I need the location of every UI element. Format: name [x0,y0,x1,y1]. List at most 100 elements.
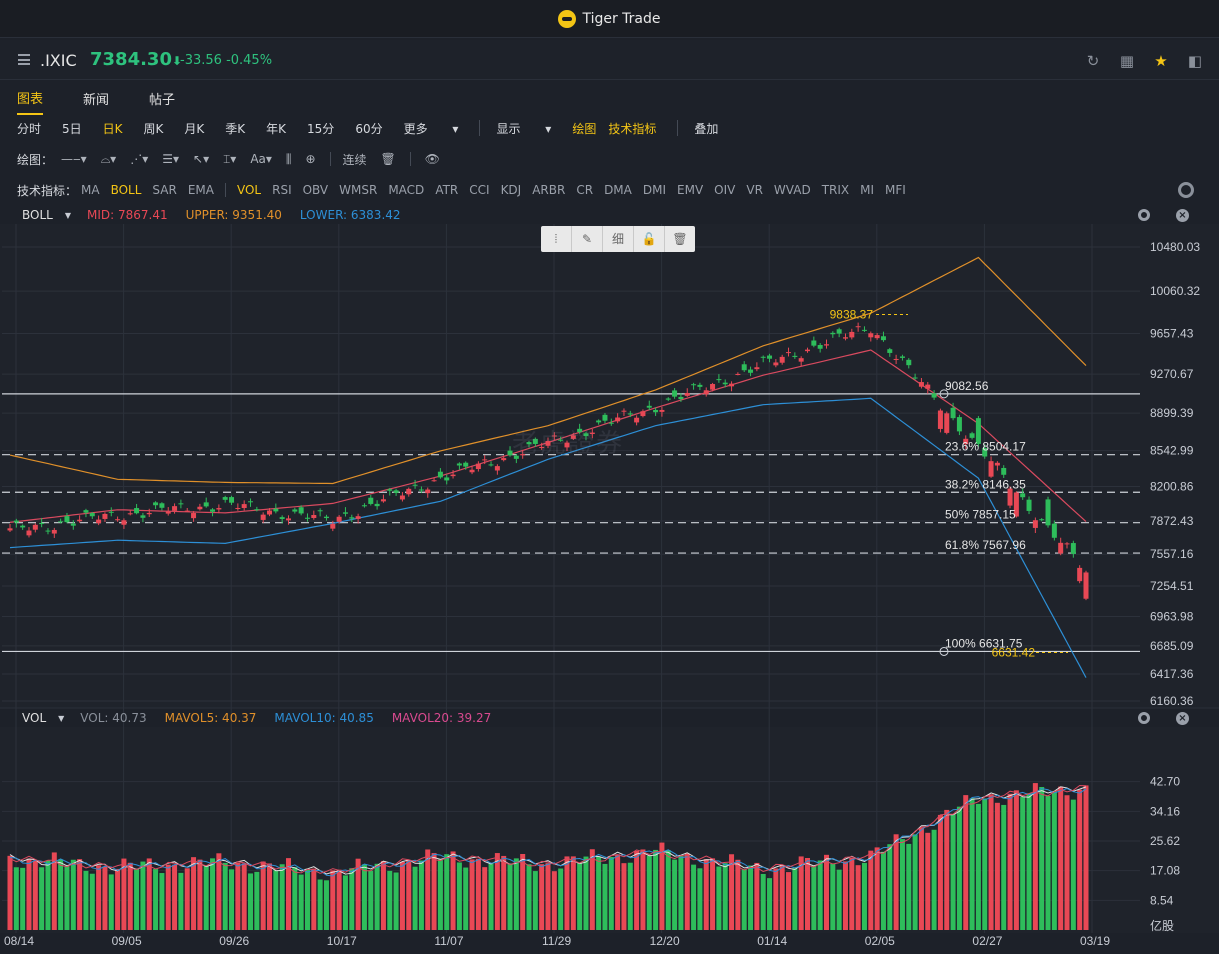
candle-body [285,518,291,521]
pen-icon[interactable]: ✎ [572,226,603,252]
fib-tool-icon[interactable]: ☰▾ [162,152,180,166]
volume-bar [134,868,140,930]
period-quarterly[interactable]: 季K [225,121,246,136]
measure-tool-icon[interactable]: ⌶▾ [223,151,237,166]
candle-body [767,355,773,359]
divider [224,183,226,197]
indicators-toggle[interactable]: 技术指标 [608,121,657,136]
indicator-obv[interactable]: OBV [302,183,329,197]
indicator-atr[interactable]: ATR [435,183,459,197]
trash-icon[interactable]: 🗑 [380,152,396,166]
indicator-rsi[interactable]: RSI [272,183,292,197]
volume-bar [304,868,310,930]
indicator-ema[interactable]: EMA [187,183,214,197]
indicator-cci[interactable]: CCI [469,183,490,197]
candle-body [887,349,893,353]
indicator-wmsr[interactable]: WMSR [339,183,378,197]
date-tick-label: 11/07 [434,934,463,948]
tab-posts[interactable]: 帖子 [149,92,176,108]
boll-close-icon[interactable]: × [1176,208,1189,222]
refresh-icon[interactable]: ↻ [1086,52,1100,70]
price-tick-label: 7254.51 [1150,579,1194,593]
candle-body [634,417,640,423]
menu-icon[interactable] [18,54,30,65]
candle-tool-icon[interactable]: ⫼ [285,151,292,166]
indicator-mfi[interactable]: MFI [885,183,906,197]
favorite-star-icon[interactable]: ★ [1154,52,1168,70]
period-5d[interactable]: 5日 [62,121,82,136]
candles [7,322,1089,601]
price-tick-label: 8200.86 [1150,480,1194,494]
vol-selector[interactable]: VOL [22,711,47,725]
text-tool-icon[interactable]: Aa▾ [250,152,272,166]
continuous-toggle[interactable]: 连续 [342,152,367,167]
indicator-dmi[interactable]: DMI [642,183,667,197]
candle-body [482,459,488,461]
boll-selector[interactable]: BOLL [22,208,53,222]
chevron-down-icon[interactable]: ▼ [64,210,71,220]
fib-label: 50% 7857.15 [945,508,1016,522]
eye-icon[interactable]: 👁 [424,152,440,166]
tab-news[interactable]: 新闻 [83,92,110,108]
vol-close-icon[interactable]: × [1176,711,1189,725]
candle-body [475,463,481,470]
wave-tool-icon[interactable]: ⋰▾ [130,152,149,166]
indicator-ma[interactable]: MA [81,183,100,197]
low-marker-label: 6631.42 [992,645,1036,659]
indicator-vol[interactable]: VOL [236,183,262,197]
indicator-dma[interactable]: DMA [604,183,632,197]
period-weekly[interactable]: 周K [143,121,164,136]
period-15m[interactable]: 15分 [307,121,335,136]
candle-body [589,432,595,434]
period-more-dropdown[interactable]: 更多 ▾ [403,121,459,136]
channel-tool-icon[interactable]: ⌓▾ [100,151,117,166]
unlock-icon[interactable]: 🔓 [634,226,665,252]
indicator-wvad[interactable]: WVAD [773,183,811,197]
high-marker-label: 9838.37 [830,307,874,321]
arrow-tool-icon[interactable]: ↖▾ [193,152,210,166]
indicator-settings-gear-icon[interactable] [1178,182,1194,198]
indicator-boll[interactable]: BOLL [110,183,142,197]
volume-bar [475,858,481,930]
period-daily[interactable]: 日K [102,121,123,136]
line-tool-icon[interactable]: —‒▾ [61,152,87,166]
grid-icon[interactable]: ▦ [1119,52,1135,70]
period-60m[interactable]: 60分 [355,121,383,136]
chevron-down-icon[interactable]: ▼ [58,713,65,723]
period-monthly[interactable]: 月K [184,121,205,136]
vol-settings-gear-icon[interactable] [1138,711,1150,724]
volume-bar [1032,783,1038,930]
panel-toggle-icon[interactable]: ◧ [1187,52,1203,70]
boll-settings-gear-icon[interactable] [1138,208,1150,221]
indicator-kdj[interactable]: KDJ [500,183,522,197]
indicator-oiv[interactable]: OIV [714,183,736,197]
candle-body [323,516,329,519]
volume-bar [1013,790,1019,930]
indicator-macd[interactable]: MACD [388,183,425,197]
zoom-icon[interactable]: ⊕ [305,152,316,166]
volume-bar [735,859,741,930]
delete-icon[interactable]: 🗑 [672,232,688,246]
period-yearly[interactable]: 年K [266,121,287,136]
indicator-sar[interactable]: SAR [152,183,177,197]
volume-bar [450,851,456,930]
indicator-trix[interactable]: TRIX [821,183,850,197]
period-intraday[interactable]: 分时 [17,121,42,136]
candle-body [1032,520,1038,528]
line-width-button[interactable]: 细 [603,226,634,252]
indicator-cr[interactable]: CR [576,183,594,197]
draw-toggle[interactable]: 绘图 [572,121,597,136]
candle-body [235,507,241,509]
tab-chart[interactable]: 图表 [17,88,44,115]
indicator-vr[interactable]: VR [746,183,763,197]
handle-icon[interactable]: ⦙ [541,226,572,252]
candle-body [950,407,956,419]
indicator-mi[interactable]: MI [860,183,875,197]
indicator-emv[interactable]: EMV [677,183,704,197]
indicator-arbr[interactable]: ARBR [532,183,566,197]
display-dropdown[interactable]: 显示 ▾ [496,121,552,136]
candle-body [146,512,152,515]
overlay-button[interactable]: 叠加 [694,121,719,136]
volume-bar [1026,793,1032,930]
